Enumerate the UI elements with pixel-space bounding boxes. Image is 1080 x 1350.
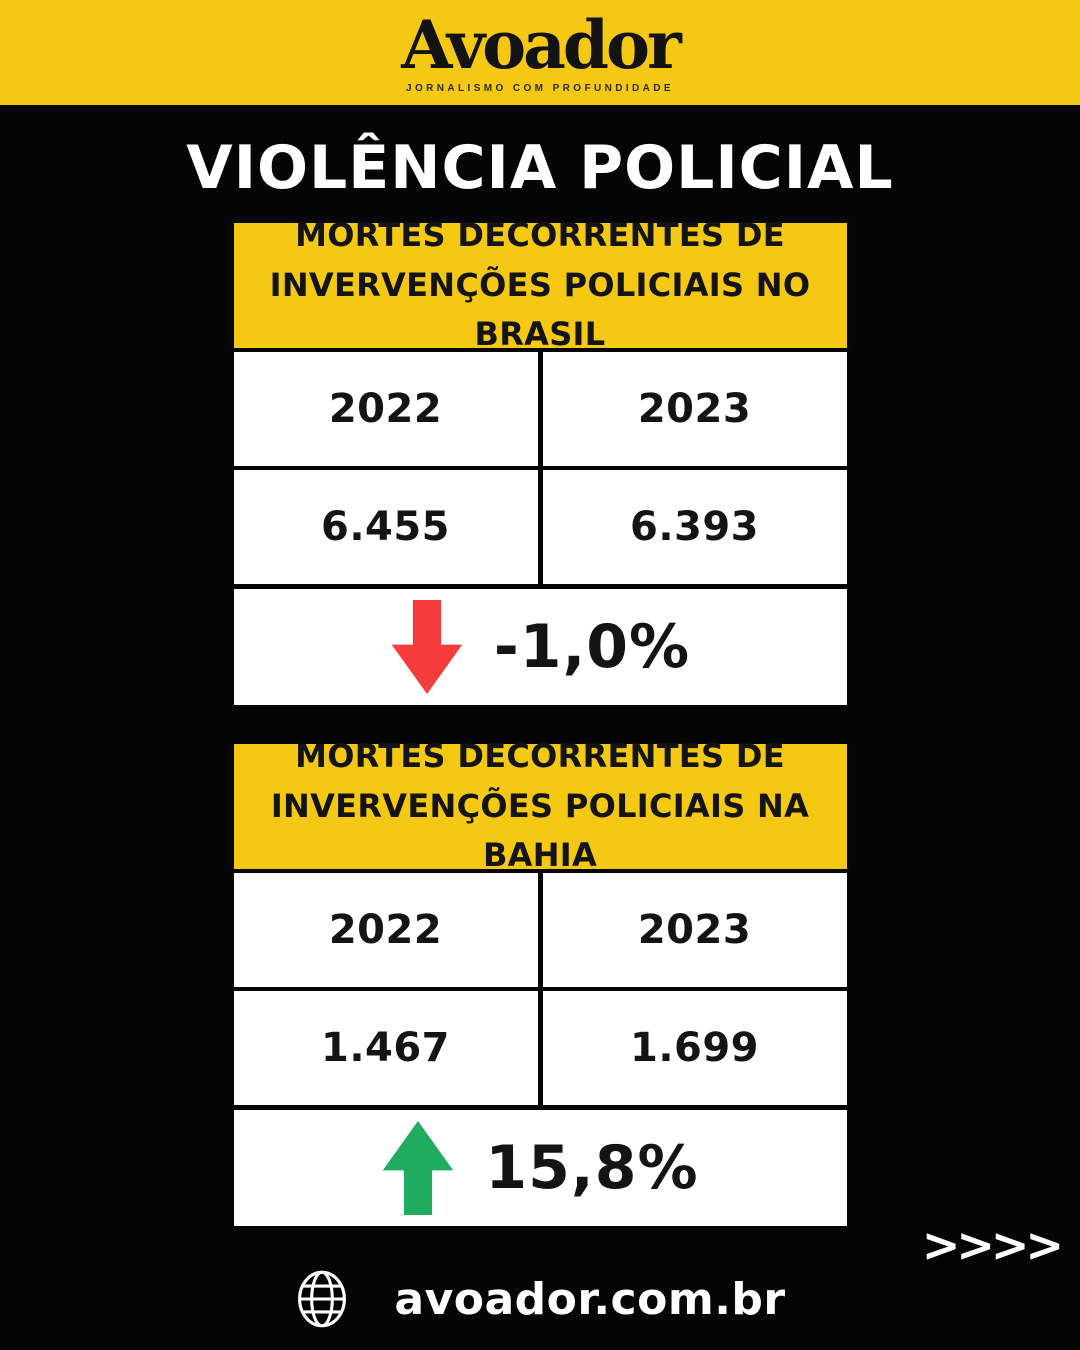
value-cell-2023: 6.393 xyxy=(542,470,847,584)
page-title: VIOLÊNCIA POLICIAL xyxy=(186,133,894,203)
value-cell-2023: 1.699 xyxy=(542,991,847,1105)
table-title-line-2: INVERVENÇÕES POLICIAIS NO BRASIL xyxy=(269,265,811,354)
arrow-down-icon xyxy=(391,600,463,694)
table-title-line-2: INVERVENÇÕES POLICIAIS NA BAHIA xyxy=(270,786,810,875)
website-link[interactable]: avoador.com.br xyxy=(0,1268,1080,1330)
value-cell-2022: 1.467 xyxy=(233,991,538,1105)
brand-tagline: JORNALISMO COM PROFUNDIDADE xyxy=(406,82,674,94)
change-percent: 15,8% xyxy=(485,1133,699,1203)
year-cell-2022: 2022 xyxy=(233,352,538,466)
year-cell-2023: 2023 xyxy=(542,873,847,987)
table-brasil-title: MORTES DECORRENTES DE INVERVENÇÕES POLIC… xyxy=(233,216,847,353)
year-row: 2022 2023 xyxy=(233,873,847,987)
table-bahia-title: MORTES DECORRENTES DE INVERVENÇÕES POLIC… xyxy=(233,737,847,874)
arrow-up-icon xyxy=(383,1121,454,1215)
change-row: 15,8% xyxy=(233,1110,847,1226)
value-row: 1.467 1.699 xyxy=(233,991,847,1105)
website-url: avoador.com.br xyxy=(394,1273,786,1325)
next-slide-arrows[interactable]: >>>> xyxy=(921,1218,1064,1272)
change-percent: -1,0% xyxy=(493,612,691,682)
value-cell-2022: 6.455 xyxy=(233,470,538,584)
globe-icon xyxy=(298,1270,347,1328)
year-cell-2022: 2022 xyxy=(233,873,538,987)
brand-band: Avoador JORNALISMO COM PROFUNDIDADE xyxy=(0,0,1080,105)
table-title-line-1: MORTES DECORRENTES DE xyxy=(295,737,785,776)
stat-table-brasil: MORTES DECORRENTES DE INVERVENÇÕES POLIC… xyxy=(233,216,847,705)
year-cell-2023: 2023 xyxy=(542,352,847,466)
stat-table-bahia: MORTES DECORRENTES DE INVERVENÇÕES POLIC… xyxy=(233,737,847,1226)
value-row: 6.455 6.393 xyxy=(233,470,847,584)
table-title-line-1: MORTES DECORRENTES DE xyxy=(295,216,785,255)
year-row: 2022 2023 xyxy=(233,352,847,466)
change-row: -1,0% xyxy=(233,589,847,705)
brand-logo: Avoador xyxy=(401,5,682,84)
